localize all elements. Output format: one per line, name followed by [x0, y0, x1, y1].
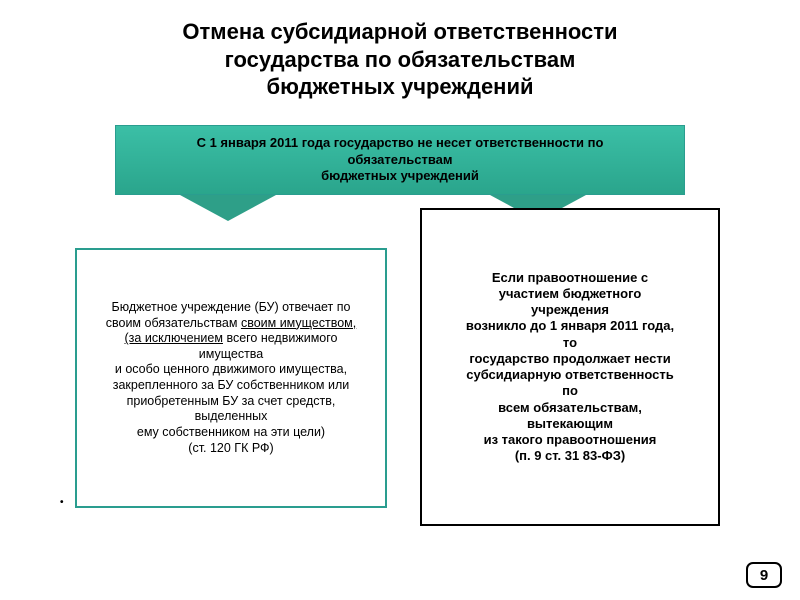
left-info-panel: Бюджетное учреждение (БУ) отвечает посво… — [75, 248, 387, 508]
left-panel-line: и особо ценного движимого имущества, — [115, 362, 347, 378]
top-banner-line-2: обязательствам — [347, 152, 452, 169]
right-panel-line: возникло до 1 января 2011 года, — [466, 318, 674, 334]
left-panel-line: своим обязательствам своим имуществом, — [106, 316, 357, 332]
top-banner-line-3: бюджетных учреждений — [321, 168, 479, 185]
title-line-3: бюджетных учреждений — [0, 73, 800, 101]
page-number-badge: 9 — [746, 562, 782, 588]
top-banner-line-1: С 1 января 2011 года государство не несе… — [197, 135, 604, 152]
right-panel-line: вытекающим — [527, 416, 613, 432]
right-panel-line: то — [563, 335, 577, 351]
left-panel-line: приобретенным БУ за счет средств, — [127, 394, 336, 410]
right-panel-line: по — [562, 383, 578, 399]
right-panel-line: всем обязательствам, — [498, 400, 642, 416]
left-panel-line: закрепленного за БУ собственником или — [113, 378, 350, 394]
right-panel-line: учреждения — [531, 302, 609, 318]
left-panel-line: ему собственником на эти цели) — [137, 425, 325, 441]
right-panel-line: субсидиарную ответственность — [466, 367, 674, 383]
right-panel-line: (п. 9 ст. 31 83-ФЗ) — [515, 448, 625, 464]
right-panel-line: участием бюджетного — [499, 286, 642, 302]
title-line-1: Отмена субсидиарной ответственности — [0, 18, 800, 46]
right-info-panel: Если правоотношение сучастием бюджетного… — [420, 208, 720, 526]
left-panel-line: (ст. 120 ГК РФ) — [188, 441, 273, 457]
left-panel-line: (за исключением всего недвижимого — [125, 331, 338, 347]
right-panel-line: Если правоотношение с — [492, 270, 648, 286]
page-number: 9 — [760, 567, 768, 584]
right-panel-line: из такого правоотношения — [484, 432, 657, 448]
right-panel-line: государство продолжает нести — [469, 351, 670, 367]
left-panel-line: Бюджетное учреждение (БУ) отвечает по — [112, 300, 351, 316]
title-line-2: государства по обязательствам — [0, 46, 800, 74]
footnote-mark: • — [60, 497, 64, 508]
top-banner-box: С 1 января 2011 года государство не несе… — [115, 125, 685, 195]
slide-title: Отмена субсидиарной ответственности госу… — [0, 18, 800, 101]
left-panel-line: выделенных — [195, 409, 268, 425]
arrow-down-left-icon — [180, 195, 276, 221]
left-panel-line: имущества — [199, 347, 264, 363]
